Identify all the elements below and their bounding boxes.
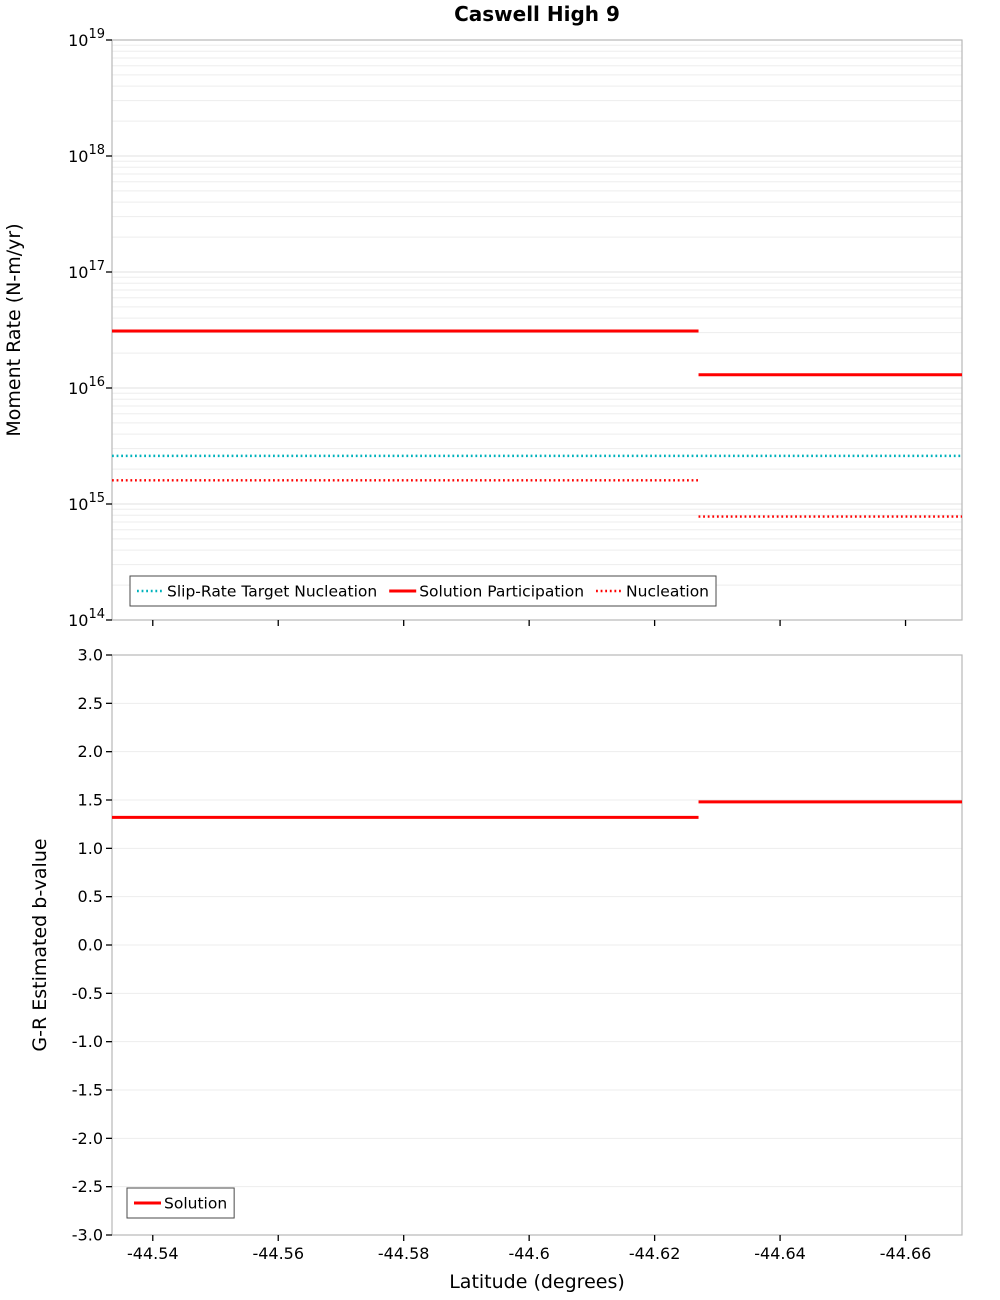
y-tick-label: -1.5 — [72, 1081, 103, 1100]
y-tick-label: 1019 — [68, 27, 105, 50]
y-tick-label: 1015 — [68, 491, 105, 514]
y-tick-label: -0.5 — [72, 984, 103, 1003]
legend-box — [129, 575, 717, 607]
x-axis-tick-labels: -44.54 -44.56 -44.58 -44.6 -44.62 -44.64 -44.6… — [127, 1244, 931, 1263]
y-tick-label: 2.5 — [78, 694, 103, 713]
x-axis-ticks — [152, 620, 907, 626]
y-tick-label: -2.5 — [72, 1177, 103, 1196]
series-group — [112, 800, 962, 819]
series-group — [112, 329, 962, 518]
x-tick-label: -44.64 — [754, 1244, 806, 1263]
x-tick-label: -44.54 — [127, 1244, 179, 1263]
x-tick-label: -44.56 — [252, 1244, 304, 1263]
legend-label: Slip-Rate Target Nucleation — [167, 583, 377, 601]
x-axis-label: Latitude (degrees) — [449, 1271, 625, 1293]
x-tick-label: -44.62 — [629, 1244, 681, 1263]
y-axis-ticks: 1019 1018 1017 1016 1015 1014 — [68, 27, 112, 630]
series-solution — [112, 800, 962, 819]
y-tick-label: -2.0 — [72, 1129, 103, 1148]
x-tick-label: -44.6 — [508, 1244, 549, 1263]
y-axis-label-moment-rate: Moment Rate (N-m/yr) — [3, 223, 25, 436]
y-tick-label: -1.0 — [72, 1032, 103, 1051]
moment-rate-chart: 1019 1018 1017 1016 1015 1014 Slip-Rate Target… — [68, 27, 963, 630]
b-value-chart: 3.0 2.5 2.0 1.5 1.0 0.5 0.0 -0.5 -1.0 -1.5 -2.0 -2.… — [72, 646, 963, 1263]
x-tick-label: -44.58 — [378, 1244, 430, 1263]
legend: Solution — [126, 1187, 235, 1219]
y-tick-label: 0.0 — [78, 936, 103, 955]
y-axis-label-b-value: G-R Estimated b-value — [29, 838, 51, 1051]
y-tick-label: 1018 — [68, 143, 105, 166]
legend: Slip-Rate Target Nucleation Solution Part… — [129, 575, 717, 607]
series-solution-participation — [112, 329, 962, 377]
y-tick-label: 1016 — [68, 375, 105, 398]
legend-label: Nucleation — [626, 583, 709, 601]
y-axis-ticks: 3.0 2.5 2.0 1.5 1.0 0.5 0.0 -0.5 -1.0 -1.5 -2.0 -2.… — [72, 646, 112, 1245]
legend-label: Solution — [164, 1195, 227, 1213]
y-tick-label: 1014 — [68, 607, 105, 630]
gridlines — [112, 702, 962, 1188]
y-tick-label: -3.0 — [72, 1226, 103, 1245]
y-tick-label: 1.0 — [78, 839, 103, 858]
y-tick-label: 1017 — [68, 259, 105, 282]
legend-label: Solution Participation — [419, 583, 584, 601]
y-tick-label: 2.0 — [78, 742, 103, 761]
figure-title: Caswell High 9 — [454, 2, 620, 26]
gridlines — [112, 44, 962, 586]
y-tick-label: 0.5 — [78, 887, 103, 906]
y-tick-label: 3.0 — [78, 646, 103, 665]
series-nucleation — [112, 479, 962, 518]
x-tick-label: -44.66 — [880, 1244, 932, 1263]
x-axis-ticks — [152, 1235, 907, 1241]
y-tick-label: 1.5 — [78, 791, 103, 810]
